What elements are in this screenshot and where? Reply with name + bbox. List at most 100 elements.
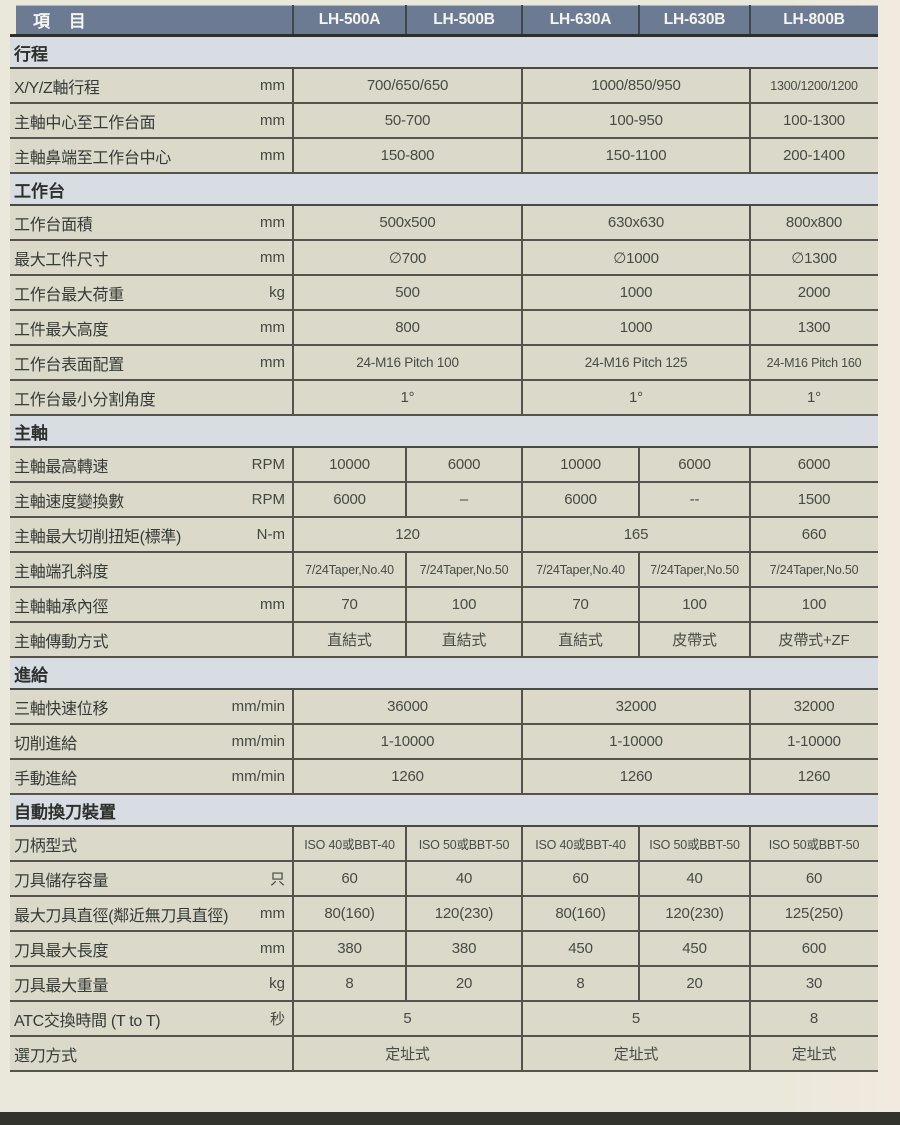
spec-value-cell: 100-1300 [749, 104, 877, 137]
spec-value-cell: 660 [749, 518, 877, 551]
spec-row: 主軸傳動方式 直結式 直結式 直結式 皮帶式 皮帶式+ZF [10, 623, 878, 658]
spec-label-cell: X/Y/Z軸行程 mm [10, 69, 292, 102]
spec-value-cell: 1-10000 [749, 725, 877, 758]
spec-value-cell: 24-M16 Pitch 160 [749, 346, 877, 379]
spec-value-cell: 70 [292, 588, 405, 621]
spec-row: 主軸最高轉速 RPM 10000 6000 10000 6000 6000 [10, 448, 878, 483]
model-header-lh-630a: LH-630A [521, 5, 638, 34]
spec-value-cell: 380 [292, 932, 405, 965]
model-header-lh-500b: LH-500B [405, 5, 521, 34]
spec-label: 切削進給 [14, 735, 77, 753]
spec-label: 主軸端孔斜度 [14, 563, 109, 581]
spec-unit: mm [260, 905, 285, 922]
spec-value-cell: ISO 50或BBT-50 [405, 827, 521, 860]
spec-label: 最大工件尺寸 [14, 251, 109, 269]
spec-value-cell: 直結式 [292, 623, 405, 656]
spec-value-cell: 120 [292, 518, 521, 551]
spec-value-cell: ∅1000 [521, 241, 749, 274]
spec-label-cell: 主軸最大切削扭矩(標準) N-m [10, 518, 292, 551]
spec-value-cell: ∅1300 [749, 241, 877, 274]
spec-value-cell: 1000/850/950 [521, 69, 749, 102]
spec-label: 刀柄型式 [14, 837, 77, 855]
spec-label: 工作台最大荷重 [14, 286, 124, 304]
spec-value-cell: 6000 [749, 448, 877, 481]
section-header: 自動換刀裝置 [10, 795, 878, 827]
spec-value-cell: ISO 50或BBT-50 [749, 827, 877, 860]
spec-label-cell: ATC交換時間 (T to T) 秒 [10, 1002, 292, 1035]
spec-value-cell: 600 [749, 932, 877, 965]
spec-row: X/Y/Z軸行程 mm 700/650/650 1000/850/950 1300/12… [10, 69, 878, 104]
spec-label-cell: 刀柄型式 [10, 827, 292, 860]
table-header-row: 項 目 LH-500A LH-500B LH-630A LH-630B LH-800B [16, 5, 878, 34]
spec-value-cell: 120(230) [405, 897, 521, 930]
spec-value-cell: 380 [405, 932, 521, 965]
spec-label: 主軸傳動方式 [14, 633, 109, 651]
spec-label: 主軸速度變換數 [14, 493, 124, 511]
spec-row: 工作台面積 mm 500x500 630x630 800x800 [10, 206, 878, 241]
spec-value-cell: 20 [405, 967, 521, 1000]
section-header: 行程 [10, 37, 878, 69]
spec-label: 主軸鼻端至工作台中心 [14, 149, 172, 167]
spec-value-cell: 5 [521, 1002, 749, 1035]
spec-value-cell: 500x500 [292, 206, 521, 239]
spec-value-cell: 1° [749, 381, 877, 414]
spec-row: 工件最大高度 mm 800 1000 1300 [10, 311, 878, 346]
spec-value-cell: 80(160) [521, 897, 638, 930]
spec-value-cell: 100-950 [521, 104, 749, 137]
spec-unit: mm [260, 112, 285, 129]
spec-row: 最大工件尺寸 mm ∅700 ∅1000 ∅1300 [10, 241, 878, 276]
spec-value-cell: 2000 [749, 276, 877, 309]
spec-value-cell: 24-M16 Pitch 125 [521, 346, 749, 379]
section-header: 進給 [10, 658, 878, 690]
spec-value-cell: 150-800 [292, 139, 521, 172]
spec-label-cell: 工作台表面配置 mm [10, 346, 292, 379]
section-header: 主軸 [10, 416, 878, 448]
spec-value-cell: 定址式 [292, 1037, 521, 1070]
spec-row: 主軸鼻端至工作台中心 mm 150-800 150-1100 200-1400 [10, 139, 878, 174]
spec-value-cell: 125(250) [749, 897, 877, 930]
spec-value-cell: 皮帶式 [638, 623, 749, 656]
model-header-lh-500a: LH-500A [292, 5, 405, 34]
spec-value-cell: 7/24Taper,No.50 [638, 553, 749, 586]
spec-value-cell: 定址式 [749, 1037, 877, 1070]
spec-label-cell: 切削進給 mm/min [10, 725, 292, 758]
spec-unit: mm [260, 147, 285, 164]
spec-label-cell: 主軸中心至工作台面 mm [10, 104, 292, 137]
model-header-lh-800b: LH-800B [749, 5, 877, 34]
spec-label-cell: 最大刀具直徑(鄰近無刀具直徑) mm [10, 897, 292, 930]
item-header-cell: 項 目 [33, 12, 93, 31]
spec-row: 工作台最大荷重 kg 500 1000 2000 [10, 276, 878, 311]
spec-label: 工件最大高度 [14, 321, 109, 339]
spec-label: 三軸快速位移 [14, 700, 109, 718]
spec-label: 主軸中心至工作台面 [14, 114, 156, 132]
model-header-lh-630b: LH-630B [638, 5, 749, 34]
spec-value-cell: ISO 40或BBT-40 [292, 827, 405, 860]
spec-label-cell: 工件最大高度 mm [10, 311, 292, 344]
spec-value-cell: 24-M16 Pitch 100 [292, 346, 521, 379]
spec-label: 工作台最小分割角度 [14, 391, 156, 409]
spec-value-cell: 60 [521, 862, 638, 895]
spec-unit: mm [260, 249, 285, 266]
spec-label: 刀具儲存容量 [14, 872, 109, 890]
spec-value-cell: 1300 [749, 311, 877, 344]
spec-value-cell: 165 [521, 518, 749, 551]
spec-value-cell: 直結式 [521, 623, 638, 656]
spec-value-cell: 50-700 [292, 104, 521, 137]
spec-label-cell: 主軸端孔斜度 [10, 553, 292, 586]
spec-value-cell: 1260 [292, 760, 521, 793]
spec-value-cell: 6000 [521, 483, 638, 516]
spec-label: X/Y/Z軸行程 [14, 79, 100, 97]
spec-value-cell: 30 [749, 967, 877, 1000]
spec-value-cell: 32000 [749, 690, 877, 723]
spec-value-cell: 1260 [749, 760, 877, 793]
spec-unit: mm [260, 319, 285, 336]
spec-value-cell: 皮帶式+ZF [749, 623, 877, 656]
spec-row: 切削進給 mm/min 1-10000 1-10000 1-10000 [10, 725, 878, 760]
spec-value-cell: 10000 [521, 448, 638, 481]
spec-row: 主軸速度變換數 RPM 6000–6000 -- 1500 [10, 483, 878, 518]
spec-row: 刀具最大長度 mm 380 380 450 450 600 [10, 932, 878, 967]
spec-value-cell: 200-1400 [749, 139, 877, 172]
spec-value-cell: 60 [749, 862, 877, 895]
spec-label: ATC交換時間 (T to T) [14, 1012, 161, 1030]
